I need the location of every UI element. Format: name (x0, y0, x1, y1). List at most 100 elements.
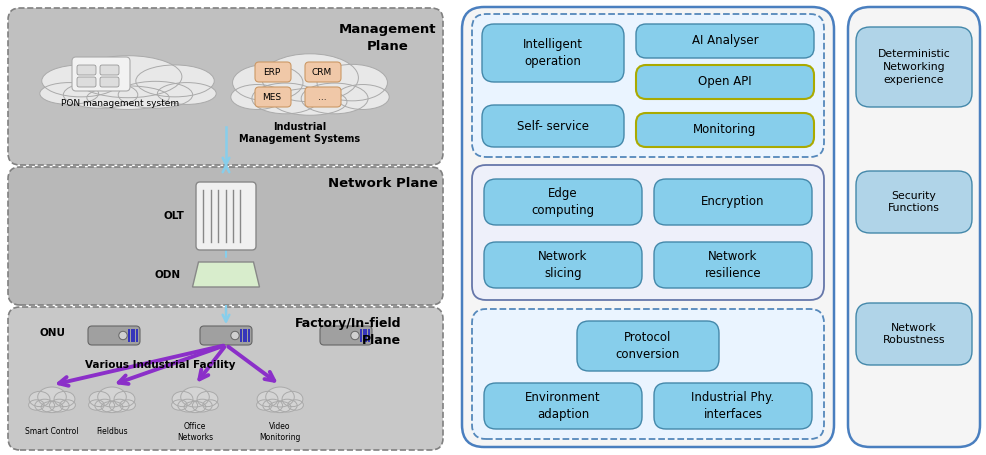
FancyBboxPatch shape (481, 24, 623, 82)
Text: Network
resilience: Network resilience (704, 250, 760, 280)
Text: CRM: CRM (312, 67, 331, 76)
Circle shape (231, 331, 239, 340)
Text: OLT: OLT (163, 211, 183, 221)
Ellipse shape (277, 399, 297, 412)
Ellipse shape (301, 83, 368, 114)
FancyBboxPatch shape (855, 303, 971, 365)
Ellipse shape (262, 399, 282, 412)
Ellipse shape (29, 400, 44, 410)
Text: Protocol
conversion: Protocol conversion (615, 331, 679, 361)
FancyBboxPatch shape (196, 182, 255, 250)
Ellipse shape (41, 65, 120, 97)
Text: Network
Robustness: Network Robustness (881, 323, 945, 345)
Ellipse shape (251, 83, 318, 114)
Ellipse shape (233, 64, 303, 101)
FancyBboxPatch shape (577, 321, 718, 371)
FancyBboxPatch shape (654, 179, 811, 225)
Text: Monitoring: Monitoring (692, 123, 756, 136)
FancyBboxPatch shape (483, 242, 641, 288)
Text: Various Industrial Facility: Various Industrial Facility (85, 360, 235, 370)
Text: ONU: ONU (39, 328, 65, 338)
Text: Office
Networks: Office Networks (176, 422, 213, 442)
FancyBboxPatch shape (481, 105, 623, 147)
Text: Environment
adaption: Environment adaption (525, 391, 600, 421)
Ellipse shape (261, 54, 358, 102)
FancyBboxPatch shape (88, 326, 140, 345)
Text: Smart Control: Smart Control (26, 428, 79, 436)
Ellipse shape (37, 387, 66, 407)
Ellipse shape (87, 86, 169, 110)
Text: Edge
computing: Edge computing (530, 187, 594, 217)
Ellipse shape (98, 387, 126, 407)
Text: ...: ... (317, 92, 326, 101)
FancyBboxPatch shape (305, 62, 340, 82)
Polygon shape (192, 262, 259, 287)
Text: Management
Plane: Management Plane (339, 23, 437, 52)
FancyBboxPatch shape (471, 309, 823, 439)
Ellipse shape (184, 401, 206, 413)
Ellipse shape (197, 391, 218, 407)
Ellipse shape (35, 399, 54, 412)
Ellipse shape (89, 400, 105, 410)
Text: Self- service: Self- service (517, 120, 589, 132)
FancyBboxPatch shape (305, 87, 340, 107)
FancyBboxPatch shape (483, 179, 641, 225)
Ellipse shape (256, 400, 272, 410)
Ellipse shape (118, 81, 192, 108)
FancyBboxPatch shape (483, 383, 641, 429)
Text: Intelligent
operation: Intelligent operation (523, 38, 583, 68)
Ellipse shape (89, 391, 109, 407)
Circle shape (118, 331, 127, 340)
FancyBboxPatch shape (72, 57, 130, 91)
FancyBboxPatch shape (77, 77, 96, 87)
Ellipse shape (136, 65, 214, 97)
Ellipse shape (257, 391, 278, 407)
FancyBboxPatch shape (100, 77, 119, 87)
Ellipse shape (172, 391, 192, 407)
FancyBboxPatch shape (635, 24, 813, 58)
Ellipse shape (282, 391, 303, 407)
Ellipse shape (54, 391, 75, 407)
Text: MES: MES (262, 92, 281, 101)
Ellipse shape (30, 391, 50, 407)
FancyBboxPatch shape (855, 27, 971, 107)
Text: Industrial
Management Systems: Industrial Management Systems (240, 121, 360, 144)
Ellipse shape (192, 399, 212, 412)
Ellipse shape (41, 401, 63, 413)
Text: Network Plane: Network Plane (327, 177, 438, 190)
Text: Open API: Open API (697, 76, 751, 89)
FancyBboxPatch shape (8, 167, 443, 305)
Text: ERP: ERP (263, 67, 280, 76)
Text: Video
Monitoring: Video Monitoring (259, 422, 301, 442)
Ellipse shape (74, 56, 181, 98)
Ellipse shape (177, 399, 197, 412)
FancyBboxPatch shape (654, 383, 811, 429)
Ellipse shape (180, 387, 209, 407)
Text: Network
slicing: Network slicing (537, 250, 587, 280)
Text: Security
Functions: Security Functions (887, 191, 939, 213)
Ellipse shape (60, 400, 75, 410)
FancyBboxPatch shape (471, 165, 823, 300)
FancyBboxPatch shape (319, 326, 372, 345)
Ellipse shape (109, 399, 129, 412)
Ellipse shape (39, 82, 99, 104)
Ellipse shape (172, 400, 187, 410)
FancyBboxPatch shape (654, 242, 811, 288)
Ellipse shape (101, 401, 123, 413)
Ellipse shape (288, 400, 303, 410)
FancyBboxPatch shape (254, 62, 291, 82)
Text: AI Analyser: AI Analyser (691, 35, 757, 47)
Ellipse shape (114, 391, 135, 407)
FancyBboxPatch shape (77, 65, 96, 75)
FancyBboxPatch shape (847, 7, 979, 447)
Ellipse shape (202, 400, 218, 410)
Text: ODN: ODN (154, 269, 180, 279)
Ellipse shape (63, 81, 138, 108)
Text: Encryption: Encryption (700, 196, 764, 208)
Ellipse shape (336, 85, 388, 110)
FancyBboxPatch shape (8, 8, 443, 165)
Ellipse shape (157, 82, 216, 104)
Ellipse shape (269, 401, 291, 413)
Text: PON management system: PON management system (61, 98, 178, 107)
Text: Fieldbus: Fieldbus (96, 428, 127, 436)
